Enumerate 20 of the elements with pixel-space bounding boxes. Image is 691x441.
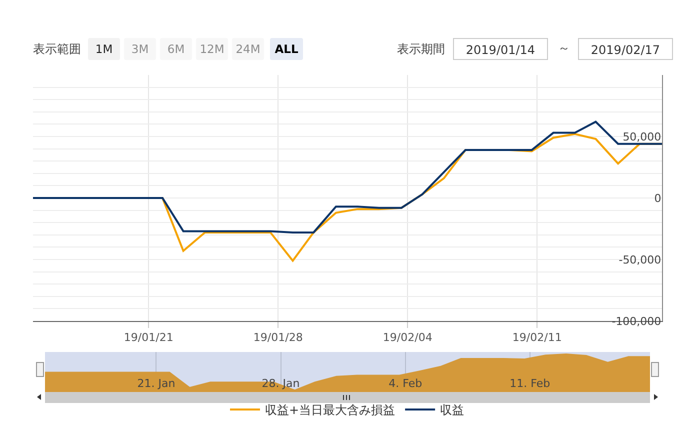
x-tick-label: 19/01/28: [253, 331, 303, 344]
x-tick-label: 19/02/11: [512, 331, 562, 344]
y-tick-label: 50,000: [622, 130, 662, 144]
y-tick-label: -50,000: [618, 253, 662, 266]
y-tick-label: 0: [654, 192, 662, 205]
text: 表示範囲: [33, 41, 81, 58]
legend-label: 収益+当日最大含み損益: [265, 403, 396, 418]
text: 表示期間: [397, 41, 445, 58]
legend-label: 収益: [440, 403, 464, 418]
x-tick-label: 21. Jan: [137, 376, 176, 390]
range-button[interactable]: 1M: [88, 38, 120, 60]
range-button[interactable]: ALL: [270, 38, 303, 60]
text: ～: [558, 40, 570, 57]
x-tick-label: 19/02/04: [382, 331, 432, 344]
date-field[interactable]: 2019/01/14: [453, 38, 548, 60]
date-field[interactable]: 2019/02/17: [578, 38, 673, 60]
x-tick-label: 4. Feb: [388, 376, 422, 390]
x-tick-label: 11. Feb: [510, 376, 550, 390]
line-series: [33, 120, 662, 234]
x-tick-label: 19/01/21: [124, 331, 174, 344]
